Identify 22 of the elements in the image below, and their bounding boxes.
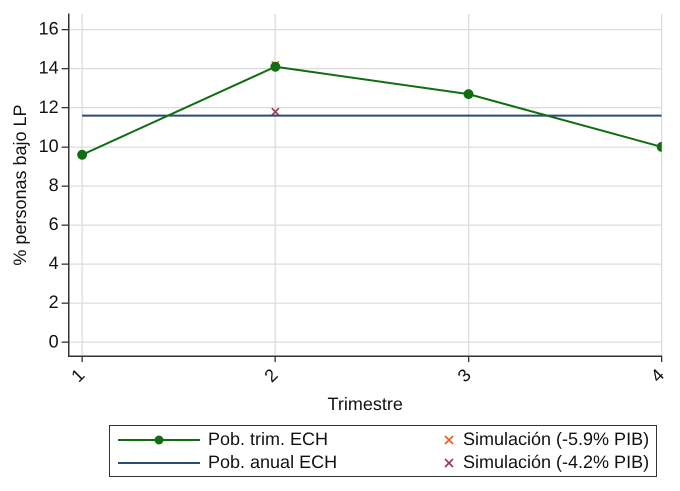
y-tick-label: 14 <box>38 58 59 78</box>
x-axis-title: Trimestre <box>328 394 403 414</box>
y-tick-label: 12 <box>38 96 59 117</box>
x-tick-label: 3 <box>454 364 475 386</box>
x-tick-label: 2 <box>260 364 282 386</box>
y-tick-label: 0 <box>48 331 59 352</box>
point <box>270 62 280 72</box>
y-tick-label: 10 <box>38 136 59 156</box>
x-tick-label: 1 <box>67 364 88 386</box>
legend-label: Pob. anual ECH <box>208 452 338 473</box>
y-tick-label: 2 <box>48 292 59 312</box>
point <box>77 150 88 160</box>
legend-label: Simulación (-5.9% PIB) <box>463 429 650 450</box>
y-tick-label: 6 <box>48 214 59 234</box>
y-axis-title: % personas bajo LP <box>10 104 30 266</box>
y-tick-label: 16 <box>38 18 59 39</box>
y-tick-label: 8 <box>48 174 59 195</box>
x-tick-label: 4 <box>646 364 668 386</box>
y-tick-label: 4 <box>48 253 59 274</box>
legend-label: Pob. trim. ECH <box>208 429 328 450</box>
point <box>464 89 474 100</box>
legend-label: Simulación (-4.2% PIB) <box>463 452 650 473</box>
